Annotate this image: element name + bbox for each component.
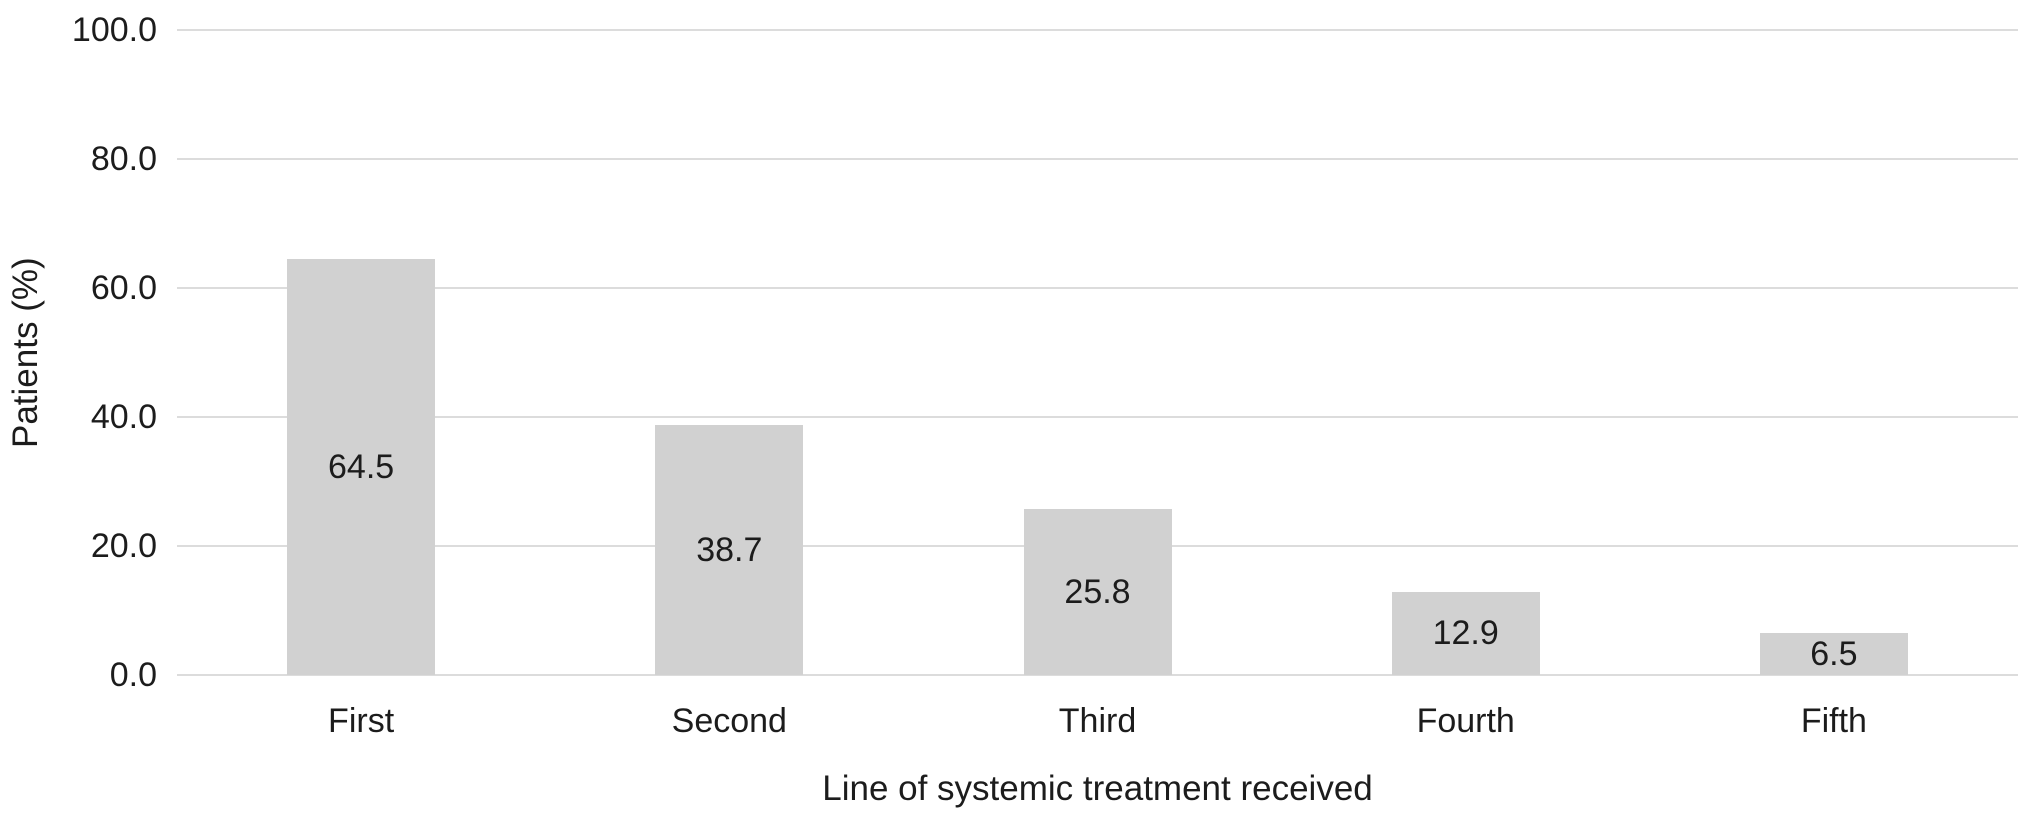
bar: 25.8 [1023, 508, 1172, 675]
y-tick-label: 0.0 [109, 656, 157, 694]
gridline-60 [177, 287, 2018, 289]
bar-value-label: 25.8 [1064, 572, 1131, 611]
gridline-0 [177, 674, 2018, 676]
bar-slot-second: 38.7 [545, 30, 913, 675]
y-tick-label: 20.0 [90, 527, 157, 565]
bar-value-label: 12.9 [1432, 614, 1499, 653]
bars-group: 64.5 38.7 25.8 12.9 6.5 [177, 30, 2018, 675]
bar-value-label: 64.5 [328, 447, 395, 486]
gridline-100 [177, 29, 2018, 31]
x-tick-label: Fifth [1800, 702, 1867, 740]
y-tick-label: 60.0 [90, 269, 157, 307]
y-tick-label: 100.0 [71, 11, 157, 49]
gridline-40 [177, 416, 2018, 418]
bar: 12.9 [1391, 591, 1540, 675]
x-tick-row: First Second Third Fourth Fifth [177, 698, 2018, 744]
y-tick-label: 40.0 [90, 398, 157, 436]
bar-slot-fifth: 6.5 [1650, 30, 2018, 675]
bar-slot-fourth: 12.9 [1282, 30, 1650, 675]
x-axis-title: Line of systemic treatment received [822, 769, 1373, 808]
y-axis-title: Patients (%) [6, 257, 45, 448]
x-tick-label: Second [671, 702, 787, 740]
bar-value-label: 6.5 [1810, 635, 1858, 674]
bar-value-label: 38.7 [696, 531, 763, 570]
bar: 64.5 [287, 258, 436, 675]
plot-area: 64.5 38.7 25.8 12.9 6.5 [177, 29, 2018, 676]
bar-slot-first: 64.5 [177, 30, 545, 675]
gridline-80 [177, 158, 2018, 160]
x-tick-label: Third [1058, 702, 1137, 740]
bar: 38.7 [655, 425, 804, 675]
bar-slot-third: 25.8 [913, 30, 1281, 675]
x-tick-label: Fourth [1416, 702, 1515, 740]
bar: 6.5 [1759, 633, 1908, 675]
x-tick-label: First [328, 702, 395, 740]
y-tick-label: 80.0 [90, 140, 157, 178]
